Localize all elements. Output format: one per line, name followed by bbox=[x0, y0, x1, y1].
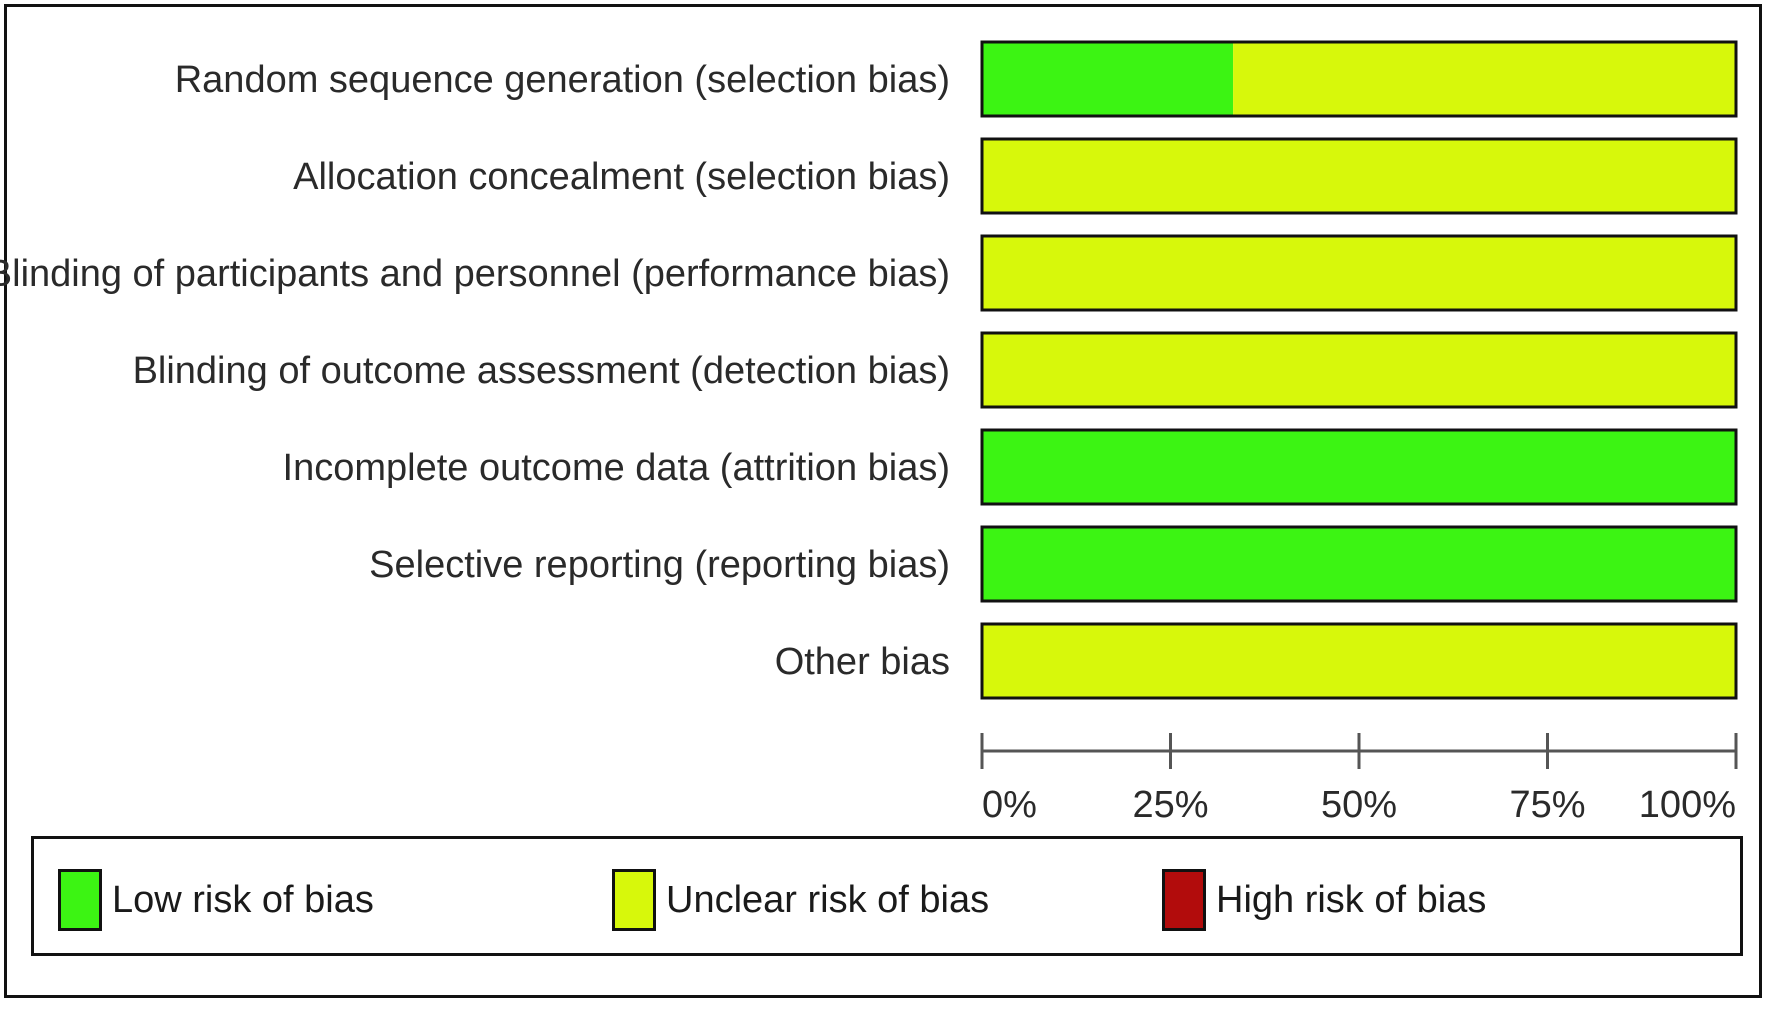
bar-outline bbox=[980, 331, 1738, 409]
bar-segment-unclear bbox=[982, 624, 1736, 698]
x-tick-label: 75% bbox=[1509, 784, 1585, 826]
legend-item-low: Low risk of bias bbox=[58, 867, 374, 933]
x-tick-label: 25% bbox=[1132, 784, 1208, 826]
x-tick-label: 0% bbox=[982, 784, 1037, 826]
category-label: Blinding of participants and personnel (… bbox=[0, 253, 950, 295]
bar-outline bbox=[980, 137, 1738, 215]
bar-outline bbox=[980, 40, 1738, 118]
category-label: Allocation concealment (selection bias) bbox=[293, 156, 950, 198]
legend-label-unclear: Unclear risk of bias bbox=[666, 878, 990, 921]
bar-segment-unclear bbox=[982, 139, 1736, 213]
category-label: Incomplete outcome data (attrition bias) bbox=[283, 447, 950, 489]
bar-outline bbox=[980, 622, 1738, 700]
bar-segment-unclear bbox=[1233, 42, 1736, 116]
legend-swatch-high bbox=[1162, 869, 1206, 931]
category-label: Random sequence generation (selection bi… bbox=[175, 59, 950, 101]
legend-label-high: High risk of bias bbox=[1216, 878, 1487, 921]
category-label: Blinding of outcome assessment (detectio… bbox=[133, 350, 950, 392]
category-label: Other bias bbox=[775, 641, 950, 683]
legend-swatch-low bbox=[58, 869, 102, 931]
legend-item-unclear: Unclear risk of bias bbox=[612, 867, 989, 933]
bar-outline bbox=[980, 525, 1738, 603]
bar-segment-unclear bbox=[982, 333, 1736, 407]
legend: Low risk of bias Unclear risk of bias Hi… bbox=[31, 836, 1743, 956]
legend-swatch-unclear bbox=[612, 869, 656, 931]
x-tick-label: 100% bbox=[1639, 784, 1736, 826]
bar-segment-low bbox=[982, 527, 1736, 601]
legend-label-low: Low risk of bias bbox=[112, 878, 374, 921]
bar-segment-unclear bbox=[982, 236, 1736, 310]
x-tick-label: 50% bbox=[1321, 784, 1397, 826]
legend-item-high: High risk of bias bbox=[1162, 867, 1486, 933]
bar-segment-low bbox=[982, 42, 1234, 116]
bar-outline bbox=[980, 234, 1738, 312]
figure-frame bbox=[4, 4, 1762, 998]
bar-outline bbox=[980, 428, 1738, 506]
bar-segment-low bbox=[982, 430, 1736, 504]
category-label: Selective reporting (reporting bias) bbox=[369, 544, 950, 586]
